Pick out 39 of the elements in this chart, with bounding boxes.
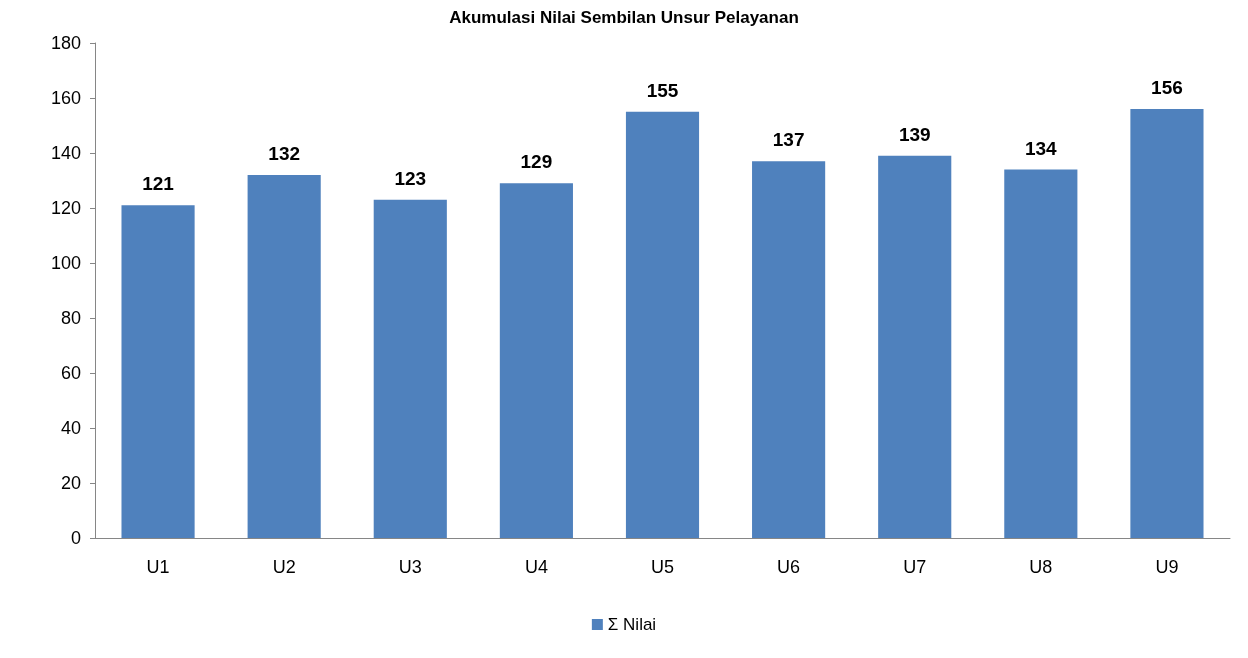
- y-tick-label: 40: [60, 418, 81, 438]
- data-label: 139: [898, 123, 931, 145]
- y-tick-label: 160: [50, 88, 81, 108]
- x-tick-label: U4: [524, 557, 548, 577]
- x-tick-label: U5: [650, 557, 675, 577]
- bar: [247, 175, 321, 538]
- y-tick-label: 100: [50, 253, 81, 273]
- x-tick-label: U9: [1155, 557, 1179, 577]
- x-tick-label: U1: [146, 557, 170, 577]
- y-tick-label: 80: [60, 308, 81, 328]
- bar: [1004, 169, 1078, 538]
- bar: [878, 155, 952, 538]
- y-tick-label: 120: [50, 198, 81, 218]
- data-label: 134: [1024, 137, 1058, 159]
- chart-title: Akumulasi Nilai Sembilan Unsur Pelayanan: [449, 8, 799, 27]
- data-label: 123: [394, 167, 427, 189]
- y-tick-label: 20: [60, 473, 81, 493]
- x-tick-label: U6: [777, 557, 801, 577]
- data-label: 132: [268, 143, 301, 164]
- x-tick-label: U3: [398, 557, 422, 577]
- y-tick-label: 180: [50, 33, 81, 53]
- data-label: 155: [646, 79, 679, 101]
- x-tick-label: U8: [1029, 557, 1053, 577]
- x-tick-label: U2: [272, 557, 296, 577]
- data-label: 156: [1151, 77, 1183, 98]
- legend-label: Σ Nilai: [607, 615, 657, 634]
- data-label: 129: [520, 151, 553, 173]
- data-label: 137: [772, 129, 805, 151]
- data-label: 121: [142, 173, 175, 195]
- y-tick-label: 60: [60, 363, 81, 383]
- y-tick-label: 140: [50, 143, 81, 163]
- x-tick-label: U7: [903, 557, 927, 577]
- y-tick-label: 0: [70, 528, 81, 548]
- bar: [752, 161, 826, 538]
- bar: [121, 205, 195, 538]
- bar: [625, 111, 700, 538]
- bar: [499, 183, 573, 538]
- bar: [373, 199, 447, 538]
- bar: [1130, 109, 1204, 538]
